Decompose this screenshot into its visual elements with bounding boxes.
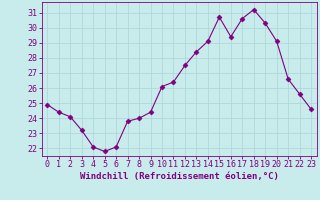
X-axis label: Windchill (Refroidissement éolien,°C): Windchill (Refroidissement éolien,°C) xyxy=(80,172,279,181)
